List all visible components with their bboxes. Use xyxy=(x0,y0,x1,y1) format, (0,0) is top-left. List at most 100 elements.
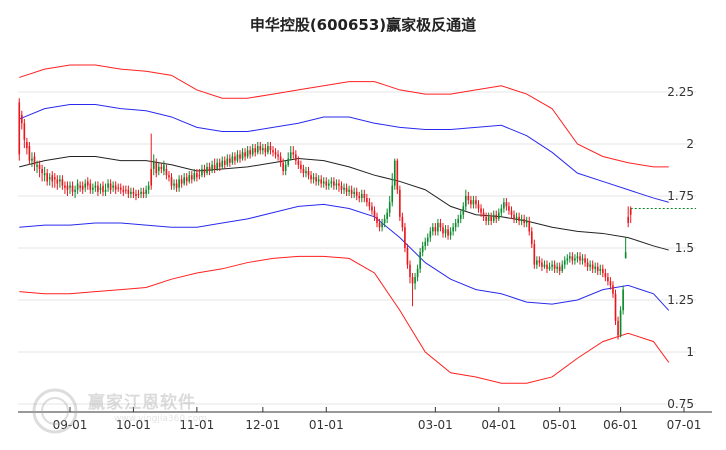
candle-body xyxy=(525,220,528,224)
candle-body xyxy=(528,220,531,232)
candle-body xyxy=(234,156,236,161)
candle-body xyxy=(274,152,277,155)
candle-body xyxy=(599,268,602,271)
y-tick-label: 2 xyxy=(686,137,694,151)
candle-body xyxy=(31,158,33,161)
candle-body xyxy=(472,200,475,205)
candle-body xyxy=(409,264,411,278)
candle-body xyxy=(132,191,135,194)
candle-body xyxy=(515,216,518,219)
candle-body xyxy=(36,164,38,167)
candle-body xyxy=(244,152,246,157)
candle-body xyxy=(221,160,224,167)
candle-body xyxy=(343,187,345,190)
candle-body xyxy=(150,168,153,186)
candle-body xyxy=(419,252,421,269)
candle-body xyxy=(447,229,449,236)
candle-body xyxy=(125,189,127,191)
candle-body xyxy=(482,212,485,217)
candle-body xyxy=(338,183,340,186)
candle-body xyxy=(190,175,193,180)
candle-body xyxy=(254,148,257,153)
candle-body xyxy=(543,264,546,267)
candle-body xyxy=(41,168,43,174)
candle-body xyxy=(59,179,61,182)
candle-body xyxy=(576,256,579,259)
candle-body xyxy=(56,179,59,184)
candle-body xyxy=(229,158,231,163)
candle-body xyxy=(348,189,350,192)
candle-body xyxy=(226,158,229,165)
candle-body xyxy=(386,212,388,219)
candle-body xyxy=(178,179,180,188)
candle-body xyxy=(345,187,348,192)
candle-body xyxy=(33,156,36,165)
candle-body xyxy=(401,216,404,228)
candle-body xyxy=(614,293,617,321)
candle-body xyxy=(551,264,553,267)
candle-body xyxy=(206,166,208,174)
candle-body xyxy=(495,214,498,219)
candle-body xyxy=(160,166,163,169)
candle-body xyxy=(69,185,71,188)
candle-body xyxy=(594,266,597,269)
candle-body xyxy=(480,208,482,213)
candle-body xyxy=(366,198,368,203)
candle-body xyxy=(563,260,566,265)
candle-body xyxy=(170,177,173,186)
candle-body xyxy=(64,185,66,188)
candle-body xyxy=(292,152,295,155)
candle-body xyxy=(457,218,460,224)
candle-body xyxy=(43,173,46,176)
candle-body xyxy=(287,158,290,165)
candle-body xyxy=(546,264,548,269)
candle-body xyxy=(140,191,142,194)
candle-body xyxy=(503,202,505,209)
candle-body xyxy=(312,177,315,180)
candle-body xyxy=(340,185,343,190)
candle-body xyxy=(262,148,264,151)
candle-body xyxy=(208,166,211,172)
candle-body xyxy=(536,260,538,265)
candle-body xyxy=(586,262,589,267)
candle-body xyxy=(510,210,513,215)
candle-body xyxy=(368,202,371,207)
candle-body xyxy=(102,185,104,192)
candle-body xyxy=(485,216,487,221)
candle-body xyxy=(279,156,282,163)
candle-body xyxy=(533,243,536,265)
candle-body xyxy=(330,181,333,184)
inner-upper-line xyxy=(19,103,669,203)
candle-body xyxy=(617,320,619,336)
candle-body xyxy=(424,241,427,246)
candle-body xyxy=(355,191,358,196)
candle-body xyxy=(300,164,302,169)
x-tick-label: 10-01 xyxy=(116,418,151,432)
candle-body xyxy=(71,185,74,192)
candle-body xyxy=(20,114,23,124)
gridlines xyxy=(18,91,696,405)
candle-body xyxy=(211,164,213,172)
candle-body xyxy=(477,204,480,209)
candle-body xyxy=(201,168,203,176)
candle-body xyxy=(508,206,510,211)
candle-body xyxy=(378,223,381,228)
candle-body xyxy=(459,214,462,219)
candle-body xyxy=(127,189,130,194)
x-tick-label: 04-01 xyxy=(481,418,516,432)
candle-body xyxy=(464,196,467,207)
candle-body xyxy=(241,152,244,159)
x-tick-label: 03-01 xyxy=(418,418,453,432)
watermark: 赢家江恩软件 www.yingjia360.com xyxy=(30,386,230,436)
middle-line xyxy=(19,155,669,251)
candle-body xyxy=(97,185,99,192)
x-tick-label: 11-01 xyxy=(179,418,214,432)
candle-body xyxy=(145,189,147,194)
candle-body xyxy=(218,162,221,167)
candle-body xyxy=(185,177,188,182)
candle-body xyxy=(231,156,234,163)
candle-body xyxy=(452,227,454,232)
candle-body xyxy=(360,193,363,199)
candle-body xyxy=(363,193,366,199)
candle-body xyxy=(284,164,287,172)
